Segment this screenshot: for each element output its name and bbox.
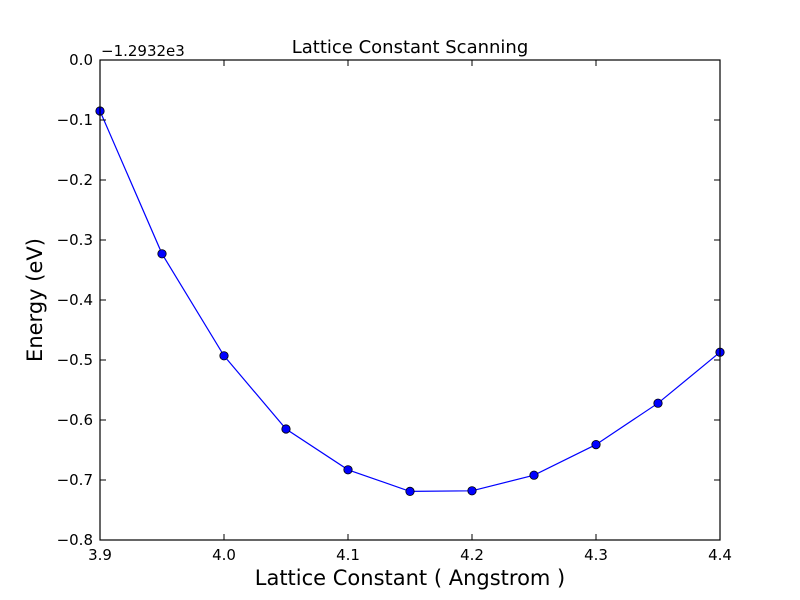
data-point bbox=[343, 465, 353, 475]
y-tick-label: −0.5 bbox=[57, 351, 93, 369]
plot-area bbox=[95, 106, 725, 496]
series-line bbox=[99, 110, 721, 493]
y-tick-label: −0.4 bbox=[57, 291, 93, 309]
data-point bbox=[529, 470, 539, 480]
x-tick-label: 4.4 bbox=[708, 546, 732, 564]
y-tick-label: −0.1 bbox=[57, 111, 93, 129]
y-axis-offset-label: −1.2932e3 bbox=[101, 42, 185, 60]
y-tick-label: −0.3 bbox=[57, 231, 93, 249]
x-tick-label: 4.2 bbox=[460, 546, 484, 564]
data-point bbox=[405, 486, 415, 496]
chart-title: Lattice Constant Scanning bbox=[292, 37, 529, 58]
y-tick-label: 0.0 bbox=[69, 51, 93, 69]
axes: 3.9 4.0 4.1 4.2 4.3 4.4 0.0 −0.1 −0.2 −0.3 −0.4 −0.… bbox=[57, 51, 732, 564]
x-tick-label: 4.3 bbox=[584, 546, 608, 564]
y-tick-label: −0.8 bbox=[57, 531, 93, 549]
data-point bbox=[591, 439, 601, 450]
y-axis-title: Energy (eV) bbox=[23, 238, 47, 362]
x-tick-label: 3.9 bbox=[88, 546, 112, 564]
data-point bbox=[157, 249, 167, 259]
y-tick-label: −0.6 bbox=[57, 411, 93, 429]
data-point bbox=[219, 351, 229, 361]
data-point bbox=[281, 424, 291, 434]
x-axis-title: Lattice Constant ( Angstrom ) bbox=[255, 566, 566, 590]
x-tick-label: 4.0 bbox=[212, 546, 236, 564]
y-tick-label: −0.2 bbox=[57, 171, 93, 189]
y-tick-label: −0.7 bbox=[57, 471, 93, 489]
x-tick-label: 4.1 bbox=[336, 546, 360, 564]
data-point bbox=[653, 398, 663, 408]
axes-frame bbox=[99, 59, 721, 541]
data-point bbox=[467, 486, 477, 496]
